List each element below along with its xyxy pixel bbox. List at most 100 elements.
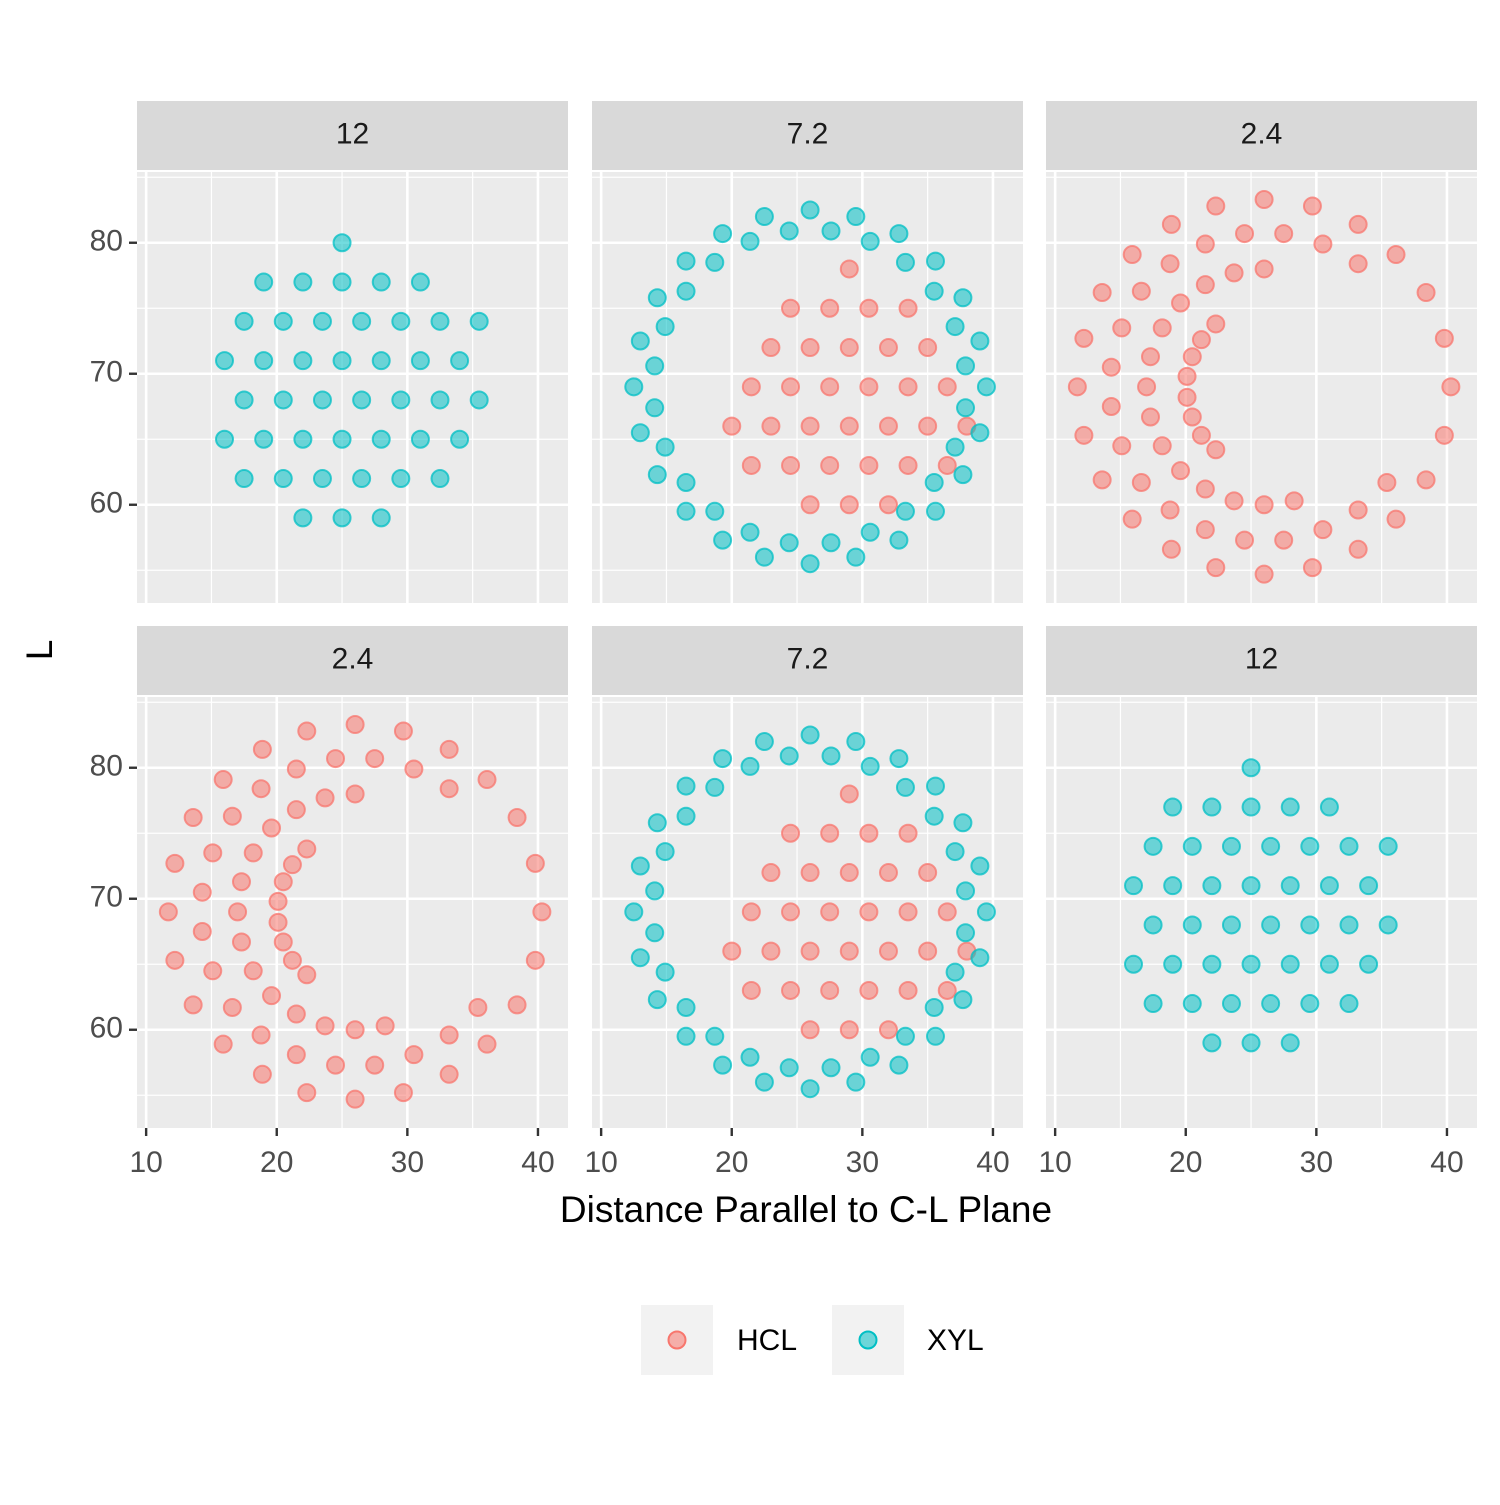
point [1274,224,1294,244]
point [1348,500,1368,520]
point [262,986,282,1006]
point [820,902,840,922]
point [781,980,801,1000]
point [469,311,489,331]
point [655,842,675,862]
y-axis-label: L [19,640,60,661]
point [391,390,411,410]
point [945,842,965,862]
point [781,298,801,318]
point [532,902,552,922]
point [860,522,880,542]
point [754,547,774,567]
point [1074,328,1094,348]
point [895,1026,915,1046]
point [1348,214,1368,234]
point [1182,994,1202,1014]
point [1241,954,1261,974]
point [970,331,990,351]
x-tick-label: 10 [1038,1146,1071,1179]
point [1280,954,1300,974]
point [705,1026,725,1046]
point [846,547,866,567]
point [231,932,251,952]
point [507,808,527,828]
panel: 7.2 [592,101,1023,603]
point [859,377,879,397]
x-tick-label: 30 [1300,1146,1333,1179]
point [925,1026,945,1046]
point [1416,470,1436,490]
point [800,863,820,883]
point [1386,245,1406,265]
point [889,749,909,769]
point [1161,214,1181,234]
point [859,298,879,318]
point [213,1034,233,1054]
point [273,469,293,489]
point [1074,425,1094,445]
point [676,1026,696,1046]
point [345,1089,365,1109]
point [262,818,282,838]
point [781,455,801,475]
point [326,749,346,769]
point [1101,396,1121,416]
point [507,995,527,1015]
point [839,784,859,804]
point [1224,263,1244,283]
point [898,298,918,318]
point [1143,994,1163,1014]
point [800,416,820,436]
strip-label: 7.2 [787,117,829,150]
point [839,863,859,883]
point [925,251,945,271]
point [222,806,242,826]
point [375,1016,395,1036]
point [1280,876,1300,896]
point [391,311,411,331]
point [315,1016,335,1036]
point [925,501,945,521]
point [953,990,973,1010]
point [332,233,352,253]
point [1378,836,1398,856]
point [976,377,996,397]
x-tick-label: 30 [846,1146,879,1179]
point [676,806,696,826]
point [1313,234,1333,254]
point [820,455,840,475]
point [740,522,760,542]
point [1434,425,1454,445]
panel: 12 10 20 30 40 [1038,626,1477,1179]
point [647,813,667,833]
point [781,902,801,922]
point [1202,1033,1222,1053]
point [450,429,470,449]
point [268,891,288,911]
point [1191,425,1211,445]
legend-label: XYL [927,1324,984,1357]
point [781,377,801,397]
point [332,508,352,528]
point [477,1034,497,1054]
point [1171,293,1191,313]
point [1261,915,1281,935]
point [1163,876,1183,896]
point [889,1055,909,1075]
point [839,941,859,961]
point [203,961,223,981]
point [705,252,725,272]
point [1300,994,1320,1014]
point [820,298,840,318]
panel: 12 60 70 80 [90,101,568,603]
point [839,338,859,358]
point [740,756,760,776]
point [1202,876,1222,896]
point [1348,539,1368,559]
point [839,1020,859,1040]
point [645,356,665,376]
point [286,1004,306,1024]
point [713,749,733,769]
point [937,902,957,922]
